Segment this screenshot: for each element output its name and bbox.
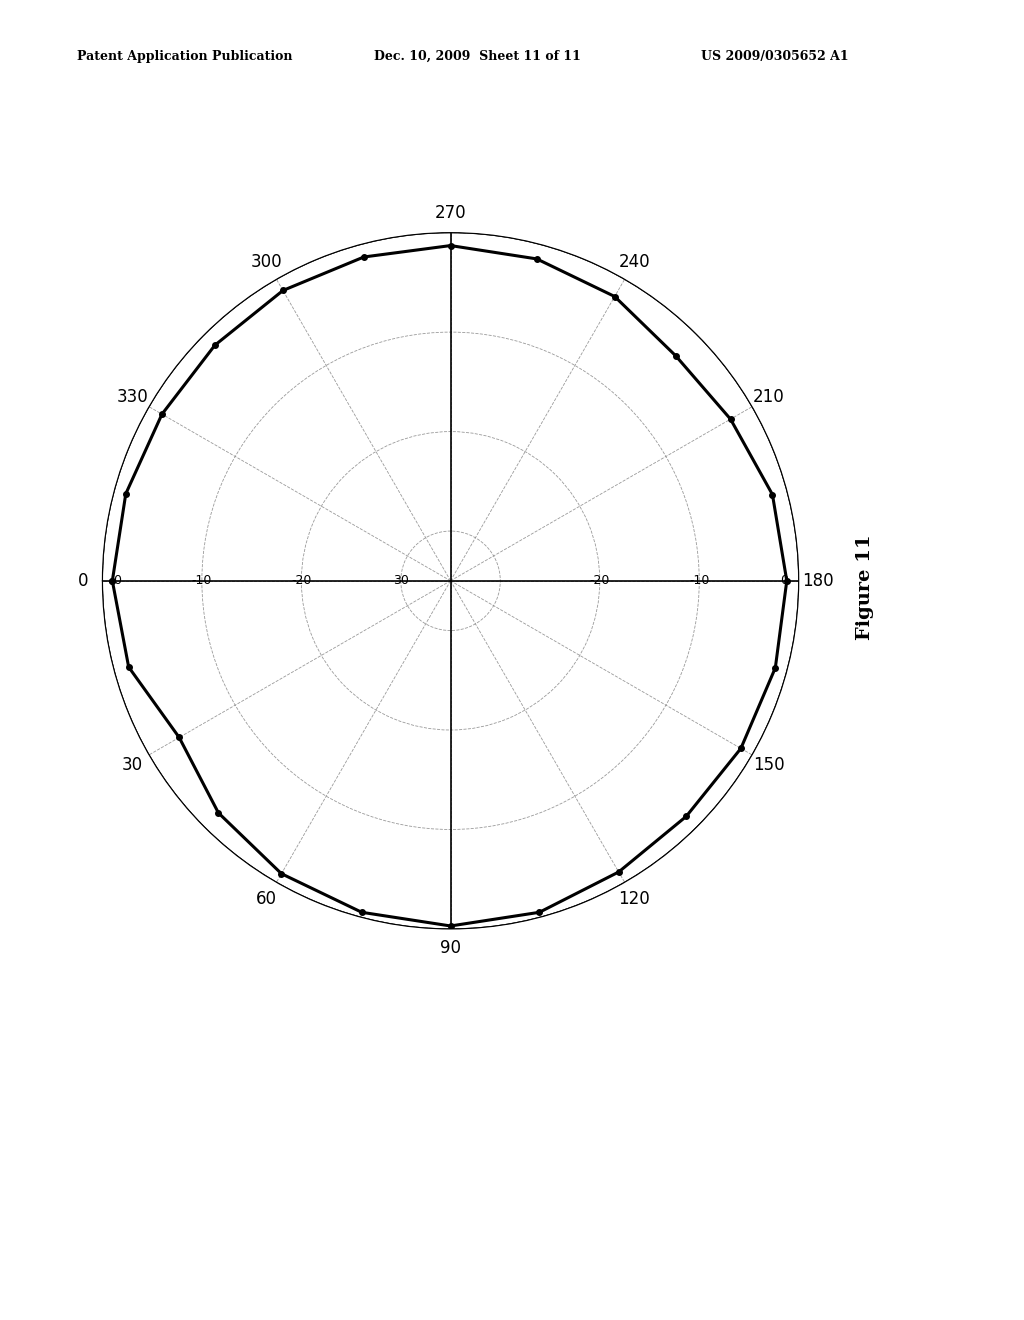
Text: -20: -20 bbox=[590, 574, 610, 587]
Text: -20: -20 bbox=[291, 574, 311, 587]
Text: 30: 30 bbox=[393, 574, 409, 587]
Text: Patent Application Publication: Patent Application Publication bbox=[77, 50, 292, 63]
Text: Figure 11: Figure 11 bbox=[856, 535, 874, 640]
Text: 0: 0 bbox=[780, 574, 787, 587]
Text: 0: 0 bbox=[114, 574, 121, 587]
Text: -10: -10 bbox=[689, 574, 710, 587]
Text: Dec. 10, 2009  Sheet 11 of 11: Dec. 10, 2009 Sheet 11 of 11 bbox=[374, 50, 581, 63]
Text: US 2009/0305652 A1: US 2009/0305652 A1 bbox=[701, 50, 849, 63]
Text: -10: -10 bbox=[191, 574, 212, 587]
